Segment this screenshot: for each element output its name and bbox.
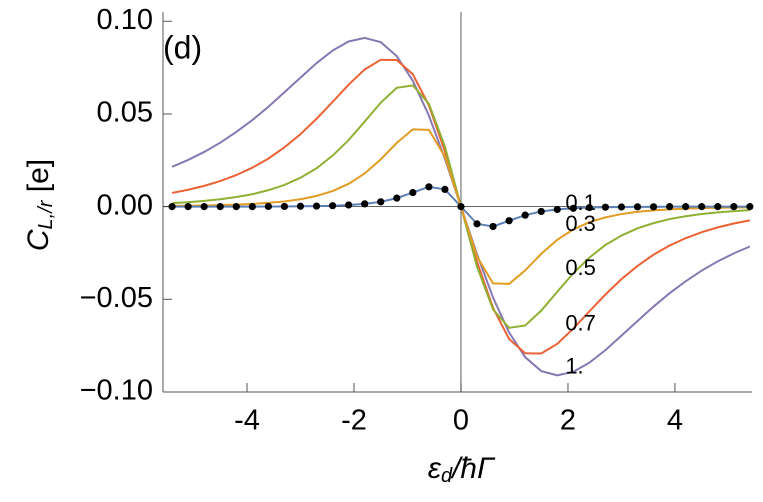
data-point	[184, 203, 192, 211]
y-label-main: C	[22, 229, 55, 251]
data-point	[553, 205, 561, 214]
data-point	[617, 203, 626, 211]
data-point	[601, 203, 610, 211]
series-label: 1.	[565, 354, 583, 379]
data-point	[682, 203, 690, 211]
data-point	[489, 222, 497, 231]
data-point	[328, 202, 337, 210]
data-point	[746, 203, 754, 211]
data-point	[168, 203, 176, 211]
y-tick-label: 0.00	[97, 189, 153, 221]
x-tick-label: -4	[234, 405, 260, 437]
y-axis-label: CL,/r [e]	[22, 159, 57, 251]
series-label: 0.3	[565, 211, 596, 236]
y-tick-label: −0.05	[80, 282, 153, 314]
data-point	[393, 194, 401, 202]
data-point	[409, 188, 417, 197]
series-label: 0.7	[565, 310, 596, 335]
y-tick-label: 0.05	[97, 97, 153, 129]
x-tick-label: 4	[667, 405, 683, 437]
data-point	[537, 207, 545, 216]
data-point	[649, 203, 658, 211]
data-point	[585, 203, 593, 212]
x-tick-label: -2	[341, 405, 367, 437]
data-point	[312, 202, 321, 210]
data-point	[441, 185, 449, 193]
data-point	[666, 203, 674, 211]
data-point	[505, 217, 513, 225]
data-point	[296, 202, 305, 210]
data-point	[232, 203, 240, 211]
data-point	[377, 198, 385, 206]
data-point	[730, 203, 738, 211]
x-label-rest: /ħΓ	[450, 452, 496, 485]
data-point	[521, 211, 529, 219]
data-point	[714, 203, 722, 211]
x-tick-label: 0	[453, 405, 469, 437]
y-tick-label: −0.10	[80, 375, 153, 407]
y-tick-label: 0.10	[97, 4, 153, 36]
series-label: 0.1	[565, 190, 596, 215]
panel-label: (d)	[163, 29, 202, 65]
data-point	[633, 203, 642, 211]
data-point	[569, 204, 577, 212]
x-label-main: ε	[428, 452, 442, 485]
data-point	[345, 201, 353, 209]
y-label-sub: L,/r	[35, 199, 57, 229]
y-label-rest: [e]	[22, 159, 55, 201]
data-point	[457, 203, 465, 211]
data-point	[280, 202, 289, 211]
data-point	[361, 200, 369, 208]
data-point	[425, 183, 433, 191]
data-point	[248, 203, 256, 211]
x-axis-label: εd/ħΓ	[428, 452, 496, 487]
data-point	[200, 203, 208, 211]
data-point	[698, 203, 706, 211]
series-label: 0.5	[565, 255, 596, 280]
data-point	[216, 203, 224, 211]
data-point	[473, 220, 481, 228]
x-tick-label: 2	[560, 405, 576, 437]
x-label-sub: d	[441, 465, 453, 487]
data-point	[264, 202, 272, 211]
